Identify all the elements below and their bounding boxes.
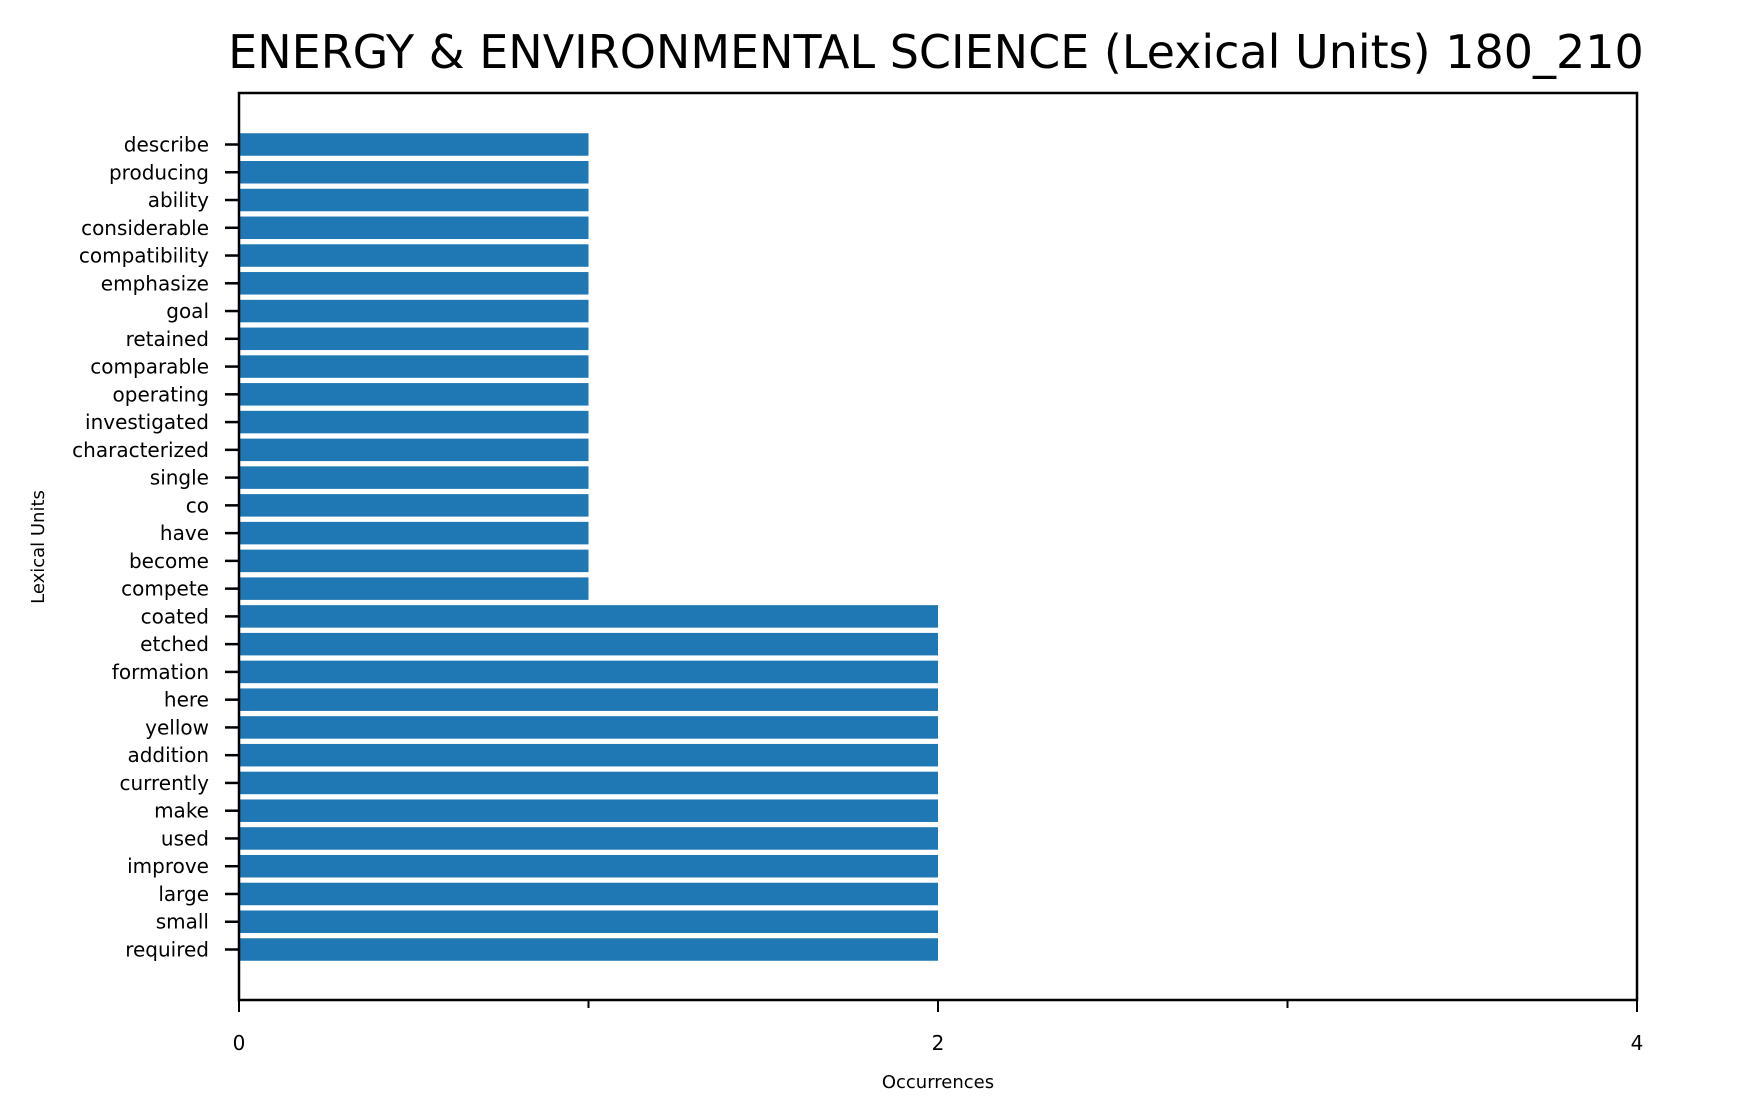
y-tick-label: have xyxy=(160,521,209,545)
bar-large xyxy=(239,882,938,906)
y-tick-label: become xyxy=(129,549,209,573)
y-tick-label: single xyxy=(150,466,209,490)
y-tick-label: co xyxy=(186,493,209,517)
x-tick-label: 4 xyxy=(1631,1031,1644,1055)
bar-make xyxy=(239,799,938,822)
y-axis-ticks: describe producing ability considerable comp… xyxy=(72,133,239,962)
bar-describe xyxy=(239,133,589,156)
plot-frame xyxy=(237,91,1639,1002)
bar-producing xyxy=(239,161,589,184)
bar-addition xyxy=(239,743,938,767)
bar-compatibility xyxy=(239,244,589,267)
y-tick-label: characterized xyxy=(72,438,209,462)
bar-become xyxy=(239,549,589,573)
y-axis-label: Lexical Units xyxy=(28,490,49,604)
y-tick-label: coated xyxy=(141,604,209,628)
y-tick-label: addition xyxy=(127,743,209,767)
y-tick-label: operating xyxy=(113,382,209,406)
y-tick-label: here xyxy=(164,688,209,712)
chart-title: ENERGY & ENVIRONMENTAL SCIENCE (Lexical … xyxy=(228,25,1644,79)
x-tick-label: 0 xyxy=(233,1031,246,1055)
bar-formation xyxy=(239,660,938,684)
y-tick-label: yellow xyxy=(145,715,209,739)
y-tick-label: make xyxy=(154,799,209,823)
bar-required xyxy=(239,938,938,961)
bar-single xyxy=(239,466,589,489)
bar-investigated xyxy=(239,410,589,434)
bar-here xyxy=(239,688,938,711)
bar-used xyxy=(239,827,938,850)
y-tick-label: currently xyxy=(119,771,209,795)
y-tick-label: producing xyxy=(109,160,209,184)
bar-yellow xyxy=(239,716,938,739)
bar-coated xyxy=(239,605,938,628)
y-tick-label: considerable xyxy=(81,216,209,240)
y-tick-label: compatibility xyxy=(79,244,209,268)
bar-considerable xyxy=(239,216,589,240)
bar-characterized xyxy=(239,438,589,462)
bar-ability xyxy=(239,188,589,212)
y-tick-label: compete xyxy=(121,577,209,601)
bar-compete xyxy=(239,577,589,600)
bar-goal xyxy=(239,299,589,323)
y-tick-label: used xyxy=(161,826,209,850)
y-tick-label: emphasize xyxy=(101,271,209,295)
y-tick-label: etched xyxy=(140,632,209,656)
y-tick-label: small xyxy=(156,910,209,934)
bar-have xyxy=(239,521,589,545)
bar-improve xyxy=(239,854,938,878)
bar-etched xyxy=(239,632,938,656)
y-tick-label: large xyxy=(158,882,209,906)
y-tick-label: investigated xyxy=(85,410,209,434)
x-tick-label: 2 xyxy=(932,1031,945,1055)
y-tick-label: ability xyxy=(148,188,209,212)
x-axis-label: Occurrences xyxy=(882,1072,994,1093)
bar-emphasize xyxy=(239,272,589,295)
x-axis-ticks: 0 2 4 xyxy=(233,1000,1644,1055)
bar-operating xyxy=(239,383,589,406)
y-tick-label: required xyxy=(125,938,209,962)
bars-group xyxy=(239,133,938,961)
y-tick-label: describe xyxy=(124,133,209,157)
bar-co xyxy=(239,494,589,517)
bar-small xyxy=(239,910,938,933)
y-tick-label: improve xyxy=(127,854,209,878)
y-tick-label: goal xyxy=(166,299,209,323)
bar-retained xyxy=(239,327,589,351)
y-tick-label: retained xyxy=(126,327,209,351)
bar-comparable xyxy=(239,355,589,378)
y-tick-label: comparable xyxy=(90,355,209,379)
y-tick-label: formation xyxy=(112,660,209,684)
bar-currently xyxy=(239,771,938,795)
